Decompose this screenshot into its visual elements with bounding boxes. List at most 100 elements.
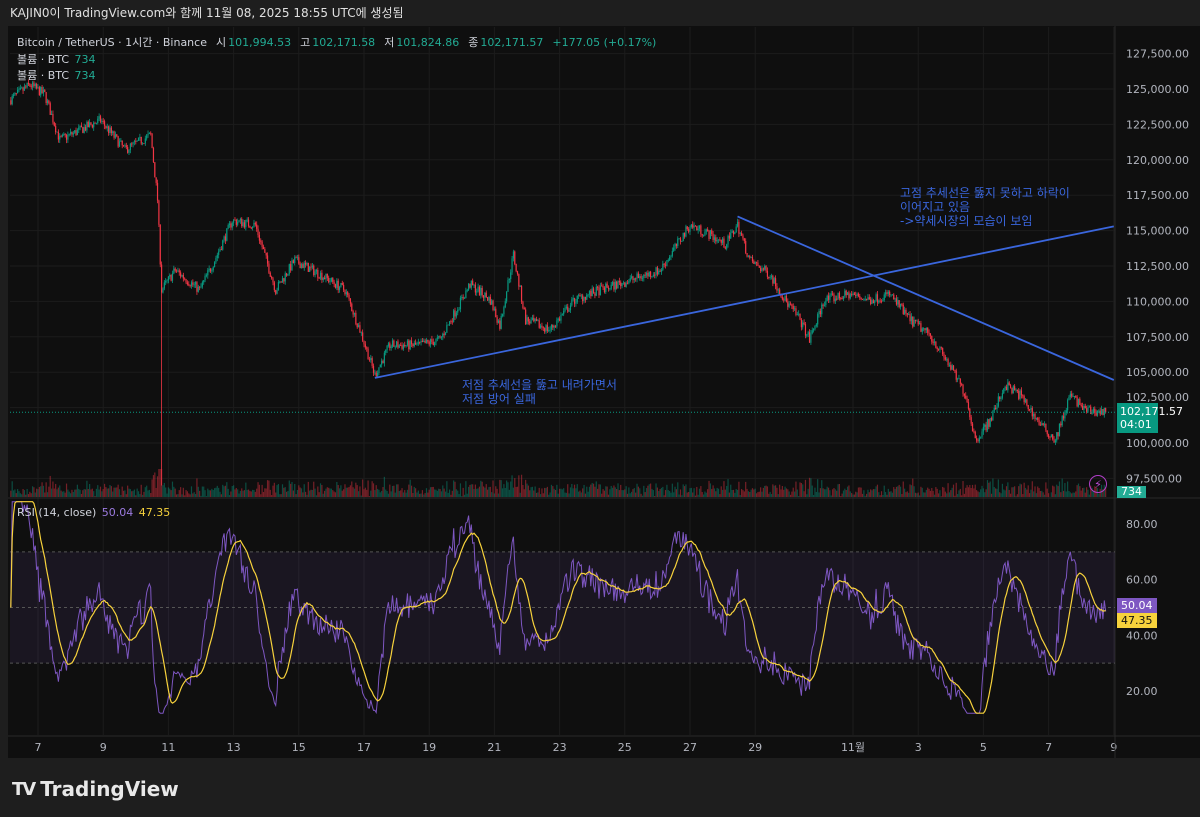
annotation-lower[interactable]: 저점 추세선을 뚫고 내려가면서 저점 방어 실패 [462, 378, 617, 406]
volume-bar [493, 493, 495, 497]
candle-body [474, 284, 476, 293]
candle-body [664, 264, 667, 266]
volume-bar [1004, 490, 1006, 497]
candle-body [774, 278, 777, 287]
candle-body [1080, 404, 1082, 407]
candle-body [254, 222, 256, 225]
volume-bar [698, 488, 701, 497]
candle-body [458, 309, 460, 310]
volume-bar [825, 489, 827, 497]
candle-body [462, 297, 464, 299]
candle-body [385, 349, 387, 353]
candle-body [12, 94, 15, 96]
candle-body [10, 100, 12, 105]
annotation-upper[interactable]: 고점 추세선은 뚫지 못하고 하락이 이어지고 있음 ->약세시장의 모습이 보… [900, 186, 1070, 228]
volume-bar [876, 484, 879, 497]
candle-body [781, 296, 783, 300]
volume-bar [151, 479, 153, 497]
volume-bar [1027, 485, 1029, 497]
volume-bar [948, 492, 951, 497]
volume-bar [609, 489, 611, 497]
candle-body [946, 359, 948, 361]
volume-legend-1[interactable]: 볼륨 · BTC 734 [17, 51, 98, 67]
volume-bar [611, 487, 614, 497]
volume-bar [1057, 486, 1059, 497]
y-tick-label: 122,500.00 [1126, 118, 1189, 131]
x-tick-label: 29 [748, 741, 762, 754]
candle-body [705, 229, 707, 232]
volume-bar [400, 490, 402, 497]
volume-bar [808, 477, 811, 497]
volume-bar [296, 489, 299, 497]
candle-body [38, 87, 40, 96]
candle-body [262, 246, 265, 250]
volume-bar [435, 489, 437, 497]
volume-bar [423, 494, 425, 497]
volume-bar [266, 480, 269, 497]
candle-body [143, 143, 145, 145]
volume-bar [177, 494, 179, 497]
volume-bar [755, 493, 758, 497]
candle-body [693, 225, 695, 228]
candle-body [196, 282, 198, 292]
candle-body [844, 290, 846, 297]
chart-frame[interactable] [8, 26, 1200, 758]
candle-body [466, 289, 468, 291]
candle-body [829, 294, 831, 300]
volume-label-box: 734 [1117, 486, 1146, 498]
candle-body [650, 271, 652, 277]
candle-body [193, 284, 195, 286]
volume-bar [321, 485, 323, 497]
candle-body [313, 265, 315, 276]
volume-bar [675, 489, 678, 497]
candle-body [751, 257, 754, 262]
candle-body [495, 308, 497, 318]
candle-body [45, 92, 47, 103]
candle-body [840, 298, 842, 299]
lightning-icon[interactable]: ⚡ [1089, 475, 1107, 493]
candle-body [368, 359, 371, 361]
volume-bar [1092, 491, 1095, 497]
volume-bar [1060, 492, 1062, 497]
candle-body [700, 225, 702, 235]
attribution-bar: KAJIN0이 TradingView.com와 함께 11월 08, 2025… [0, 0, 1200, 26]
candle-body [610, 284, 612, 289]
candle-body [512, 251, 515, 259]
volume-bar [478, 486, 481, 497]
candle-body [223, 236, 225, 241]
last-price: 102,171.57 [1120, 405, 1183, 418]
candle-body [338, 287, 341, 291]
candle-body [201, 282, 203, 287]
volume-bar [579, 490, 581, 497]
volume-bar [865, 493, 868, 497]
tradingview-brand[interactable]: TV TradingView [12, 777, 179, 801]
candle-body [846, 292, 849, 296]
volume-bar [322, 493, 324, 497]
volume-bar [553, 488, 555, 497]
volume-bar [186, 491, 189, 497]
volume-bar [952, 484, 955, 497]
candle-body [954, 369, 956, 371]
candle-body [424, 340, 426, 344]
candle-body [830, 293, 832, 295]
symbol-name[interactable]: Bitcoin / TetherUS · 1시간 · Binance [17, 36, 207, 49]
candle-body [1043, 423, 1046, 425]
candle-body [826, 295, 828, 301]
volume-bar [212, 489, 214, 497]
volume-bar [501, 488, 504, 497]
candle-body [501, 314, 504, 316]
volume-bar [723, 481, 725, 497]
volume-legend-2[interactable]: 볼륨 · BTC 734 [17, 67, 98, 83]
candle-body [783, 299, 785, 301]
volume-bar [109, 484, 111, 497]
volume-bar [276, 485, 278, 497]
volume-bar [135, 495, 137, 497]
candle-body [227, 225, 229, 229]
candle-body [762, 268, 764, 270]
candle-body [1076, 397, 1078, 407]
rsi-legend[interactable]: RSI (14, close) 50.04 47.35 [17, 506, 172, 519]
candle-body [46, 100, 49, 103]
y-tick-label: 125,000.00 [1126, 83, 1189, 96]
volume-bar [686, 492, 688, 497]
